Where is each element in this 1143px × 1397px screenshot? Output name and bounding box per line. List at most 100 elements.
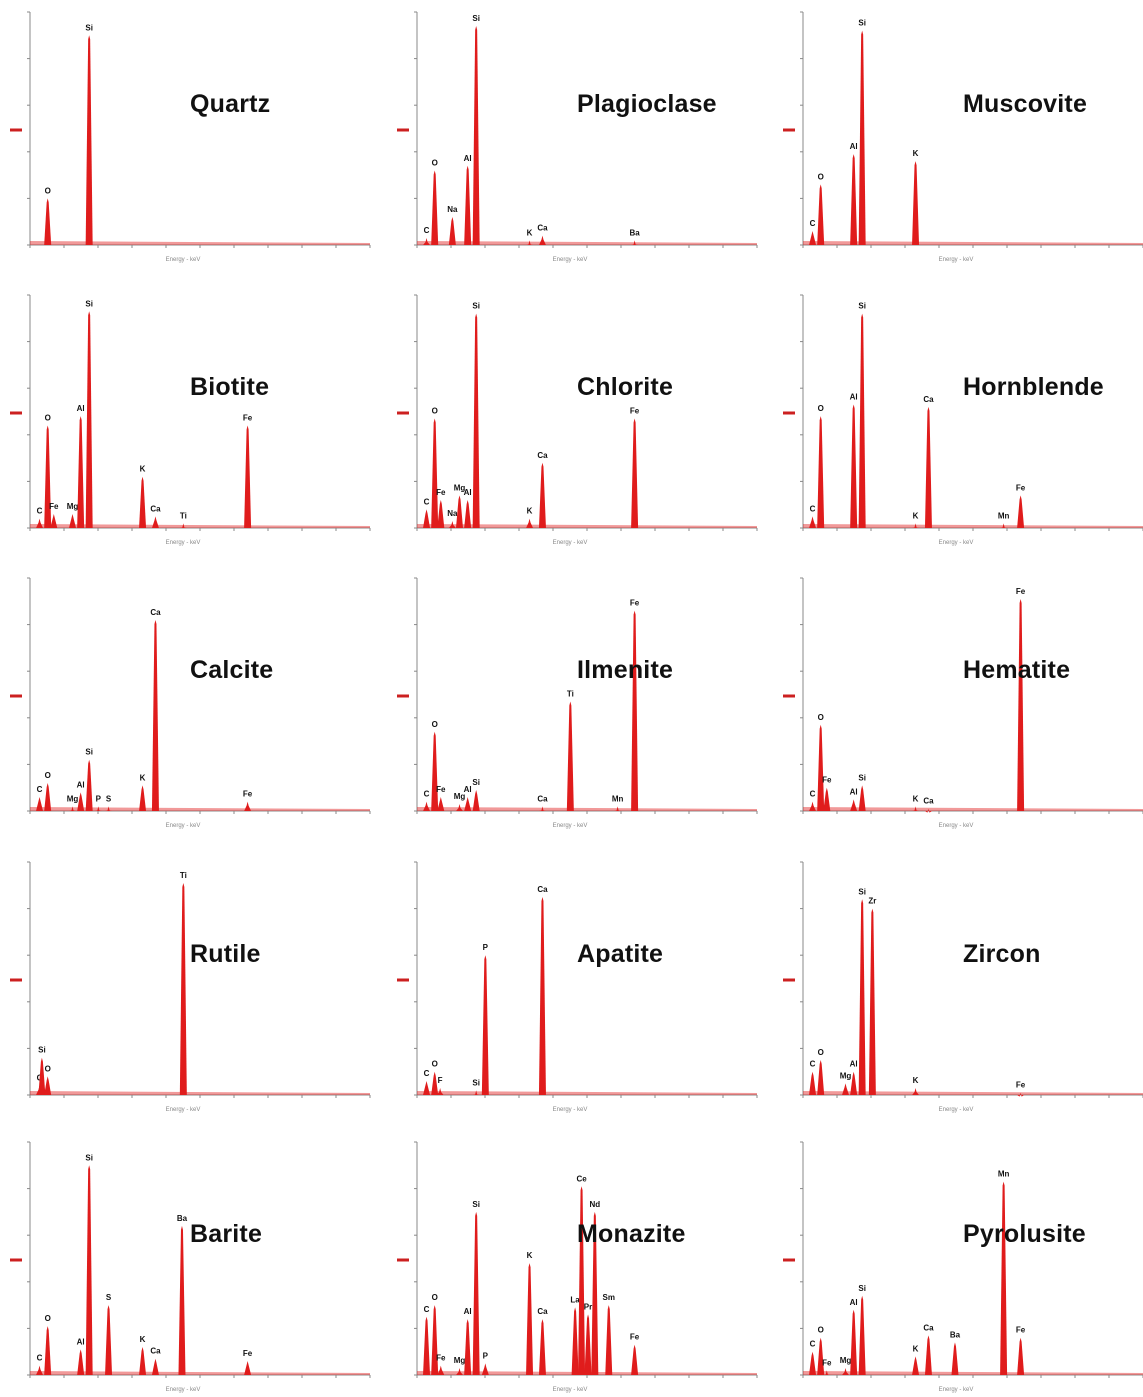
spectrum-peak-k (526, 1263, 534, 1375)
y-axis-marker (783, 694, 795, 698)
spectrum-peak-k (139, 1347, 147, 1375)
spectrum-chart-monazite: Energy - keV CO Fe Mg Al P Si K Ca La Ce Pr Nd Sm Fe (397, 1141, 758, 1393)
peak-label-ca: Ca (537, 451, 548, 460)
peak-label-al: Al (850, 787, 858, 796)
x-axis-label: Energy - keV (939, 257, 974, 263)
peak-label-ca: Ca (537, 794, 548, 803)
spectrum-peak-c (423, 509, 431, 528)
spectrum-peak-k (139, 476, 147, 528)
spectrum-background (803, 524, 1143, 528)
peak-label-o: O (45, 413, 51, 422)
spectrum-background (30, 1371, 370, 1375)
spectrum-chart-quartz: Energy - keV O Si (10, 11, 371, 263)
y-axis-marker (397, 128, 409, 132)
spectrum-peak-si (858, 785, 866, 811)
peak-label-ca: Ca (923, 1323, 934, 1332)
spectrum-panel-apatite: Energy - keV C O F Si P Ca Apatite (387, 850, 758, 1115)
spectrum-peak-c (809, 1071, 817, 1095)
spectrum-chart-plagioclase: Energy - keV C O Na Al Si K Ca Ba (397, 11, 758, 263)
mineral-title: Quartz (190, 90, 271, 118)
peak-label-sm: Sm (603, 1293, 615, 1302)
peak-label-fe: Fe (436, 785, 446, 794)
spectrum-peak-ca (924, 406, 932, 528)
spectrum-chart-hornblende: Energy - keV C O Al Si K Ca Mn Fe (783, 294, 1143, 546)
spectrum-chart-calcite: Energy - keV CO Mg Al Si P S K Ca Fe (10, 577, 371, 829)
spectrum-peak-si (85, 311, 93, 528)
spectrum-peak-k (526, 240, 534, 245)
spectrum-peak-la (571, 1307, 579, 1375)
spectrum-peak-ti (566, 701, 574, 811)
spectrum-peak-al (850, 1071, 858, 1095)
y-axis-marker (783, 1258, 795, 1262)
peak-label-p: P (483, 1351, 489, 1360)
peak-label-si: Si (472, 302, 480, 311)
spectrum-peak-si (85, 35, 93, 245)
spectrum-peak-al (77, 416, 85, 528)
x-axis-label: Energy - keV (553, 1107, 588, 1113)
spectrum-peak-p (481, 1363, 489, 1375)
spectrum-peak-mg (69, 514, 76, 528)
spectrum-peak-c (423, 801, 431, 811)
peak-label-ca: Ca (150, 504, 161, 513)
spectrum-peak-ti (179, 882, 187, 1095)
spectrum-peak-na (448, 521, 456, 528)
peak-label-al: Al (77, 1337, 85, 1346)
spectrum-panel-monazite: Energy - keV C O Fe Mg Al P Si K Ca La Ce Pr Nd Sm Fe Mo… (387, 1130, 758, 1395)
peak-label-mn: Mn (612, 794, 624, 803)
peak-label-si: Si (472, 1200, 480, 1209)
spectrum-peak-fe (1017, 1092, 1025, 1097)
spectrum-peak-k (912, 806, 920, 811)
peak-label-al: Al (850, 393, 858, 402)
spectrum-peak-ca (924, 808, 932, 813)
y-axis-marker (10, 128, 22, 132)
peak-label-mn: Mn (998, 1170, 1010, 1179)
spectrum-peak-c (36, 1365, 44, 1375)
peak-label-al: Al (850, 1060, 858, 1069)
spectrum-panel-calcite: Energy - keV C O Mg Al Si P S K Ca Fe Calcite (0, 566, 371, 831)
peak-label-c: C (37, 507, 43, 516)
spectrum-background (803, 807, 1143, 811)
spectrum-peak-si (472, 313, 480, 528)
mineral-title: Rutile (190, 940, 261, 968)
spectrum-panel-ilmenite: Energy - keV C O Fe Mg Al Si Ca Ti Mn Fe Ilmenite (387, 566, 758, 831)
y-axis-marker (397, 978, 409, 982)
spectrum-peak-s (105, 1305, 113, 1375)
mineral-title: Calcite (190, 656, 274, 684)
peak-label-ca: Ca (537, 1307, 548, 1316)
spectrum-peak-fe (823, 1370, 831, 1375)
peak-label-s: S (106, 794, 112, 803)
y-axis-marker (783, 128, 795, 132)
spectrum-peak-o (431, 170, 439, 245)
spectrum-panel-hornblende: Energy - keV C O Al Si K Ca Mn Fe Hornblende (773, 283, 1143, 548)
spectrum-peak-c (423, 1316, 431, 1375)
spectrum-peak-o (44, 1076, 52, 1095)
spectrum-chart-apatite: Energy - keV COF Si P Ca (397, 861, 758, 1113)
peak-label-fe: Fe (630, 1333, 640, 1342)
spectrum-peak-k (526, 518, 534, 528)
peak-label-fe: Fe (822, 776, 832, 785)
spectrum-peak-si (472, 25, 480, 246)
peak-label-na: Na (447, 509, 458, 518)
peak-label-ca: Ca (923, 395, 934, 404)
mineral-title: Pyrolusite (963, 1220, 1086, 1248)
y-axis-marker (397, 411, 409, 415)
spectrum-background (803, 1371, 1143, 1375)
peak-label-k: K (913, 1076, 919, 1085)
spectrum-background (30, 1091, 370, 1095)
mineral-title: Muscovite (963, 90, 1088, 118)
spectrum-peak-mg (842, 1083, 849, 1095)
spectrum-peak-fe (244, 801, 252, 811)
x-axis-label: Energy - keV (166, 257, 201, 263)
x-axis-label: Energy - keV (166, 1387, 201, 1393)
spectrum-panel-rutile: Energy - keV C Si O Ti Rutile (0, 850, 371, 1115)
mineral-title: Chlorite (577, 373, 674, 401)
spectrum-peak-o (44, 1326, 52, 1375)
mineral-title: Apatite (577, 940, 664, 968)
spectrum-peak-ba (631, 240, 639, 245)
peak-label-ba: Ba (950, 1330, 961, 1339)
x-axis-label: Energy - keV (166, 1107, 201, 1113)
spectrum-peak-zr (868, 908, 876, 1095)
spectrum-peak-o (817, 724, 825, 811)
peak-label-mn: Mn (998, 511, 1010, 520)
